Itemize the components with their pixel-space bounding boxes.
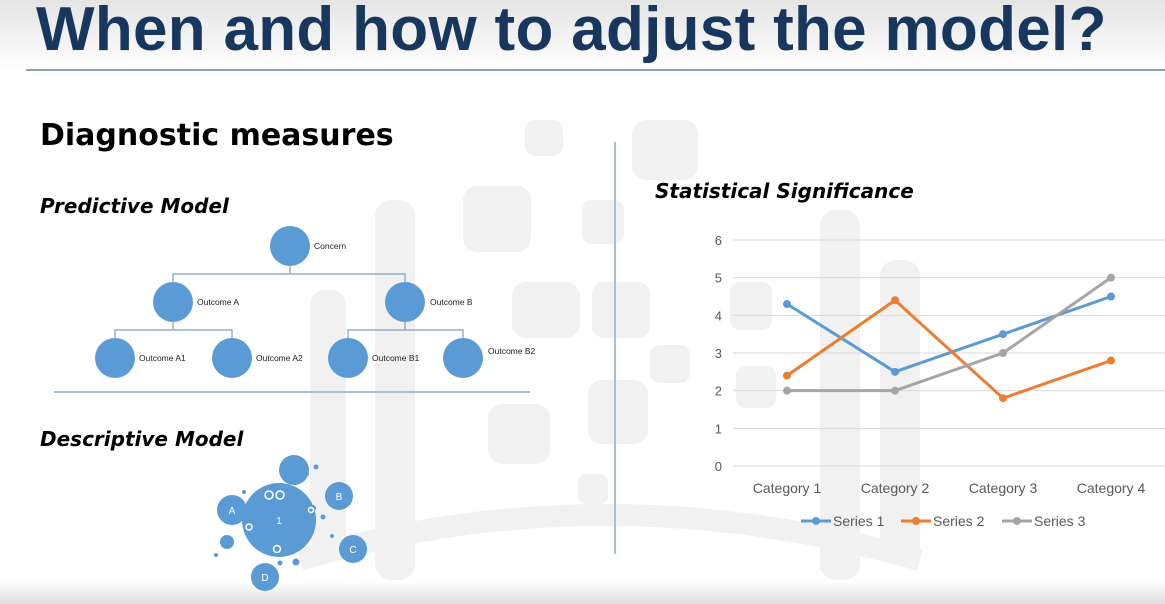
legend-marker-1 (812, 517, 820, 525)
series-2-point (1107, 356, 1115, 365)
predictive-model-label: Predictive Model (40, 194, 229, 218)
title-underline (26, 69, 1165, 71)
title-band (0, 0, 1165, 70)
bubble-label-d: D (261, 573, 268, 584)
series-3-point (999, 349, 1007, 357)
section-heading: Diagnostic measures (40, 118, 394, 153)
y-tick-label: 2 (715, 384, 722, 399)
legend-marker-2 (912, 517, 920, 525)
series-line-2 (786, 298, 1112, 400)
legend-label-3: Series 3 (1034, 513, 1086, 529)
y-tick-label: 5 (715, 271, 722, 286)
tree-label-a2: Outcome A2 (256, 353, 303, 363)
y-tick-label: 3 (715, 346, 722, 361)
tree-node-root (270, 226, 310, 266)
series-1-point (999, 330, 1007, 339)
slide-title: When and how to adjust the model? (36, 0, 1107, 64)
bubble-b (325, 482, 353, 510)
bubble-top (279, 455, 309, 485)
bubble-label-b: B (336, 492, 343, 503)
tree-node-a1 (95, 338, 135, 378)
tree-label-a1: Outcome A1 (139, 353, 186, 363)
series-line-1 (786, 295, 1112, 374)
descriptive-bubbles: 1 A B C D (214, 455, 367, 591)
series-2-point (783, 371, 791, 380)
legend-label-2: Series 2 (933, 513, 985, 529)
series-2-point (891, 296, 899, 305)
bubble-c (339, 535, 367, 563)
legend-label-1: Series 1 (833, 513, 885, 529)
chart-gridlines (733, 239, 1165, 467)
series-1-point (1107, 292, 1115, 301)
tree-label-b2: Outcome B2 (488, 346, 536, 356)
legend-marker-3 (1013, 517, 1021, 525)
tree-label-b: Outcome B (430, 297, 473, 307)
series-3-point (1107, 273, 1115, 282)
bubble-d (251, 563, 279, 591)
x-tick-label: Category 1 (753, 480, 822, 496)
series-1-point (783, 300, 791, 309)
y-tick-label: 6 (715, 233, 722, 248)
tree-label-root: Concern (314, 241, 346, 251)
tree-node-b (385, 282, 425, 322)
chart-series (783, 273, 1115, 403)
series-line-3 (787, 276, 1112, 393)
chart-legend: Series 1 Series 2 Series 3 (801, 513, 1086, 529)
vertical-divider (614, 142, 616, 554)
y-tick-label: 4 (715, 308, 722, 323)
bubble-center (242, 483, 316, 557)
tree-node-b2 (443, 338, 483, 378)
bubble-label-a: A (229, 506, 236, 517)
series-2-point (999, 394, 1007, 403)
bubble-label-c: C (349, 545, 356, 556)
predictive-tree: Concern Outcome A Outcome B Outcome A1 O… (95, 226, 536, 378)
tree-node-b1 (328, 338, 368, 378)
bubble-a (217, 495, 247, 525)
bubble-label-center: 1 (276, 516, 282, 527)
tree-node-a (153, 282, 193, 322)
tree-node-a2 (212, 338, 252, 378)
tree-label-a: Outcome A (197, 297, 239, 307)
horizontal-divider (54, 391, 530, 393)
series-1-point (891, 367, 899, 376)
y-tick-label: 1 (715, 421, 722, 436)
x-tick-label: Category 2 (861, 480, 930, 496)
chart-x-axis: Category 1 Category 2 Category 3 Category 4 (753, 480, 1146, 496)
statistical-significance-label: Statistical Significance (655, 179, 914, 203)
bubble-small (220, 535, 234, 549)
tree-label-b1: Outcome B1 (372, 353, 420, 363)
x-tick-label: Category 3 (969, 480, 1038, 496)
series-3-point (783, 386, 791, 395)
bottom-band (0, 582, 1165, 604)
descriptive-model-label: Descriptive Model (40, 427, 244, 451)
series-3-point (891, 386, 899, 395)
y-tick-label: 0 (715, 459, 722, 474)
chart-y-axis: 0 1 2 3 4 5 6 (715, 233, 722, 474)
x-tick-label: Category 4 (1077, 480, 1146, 496)
